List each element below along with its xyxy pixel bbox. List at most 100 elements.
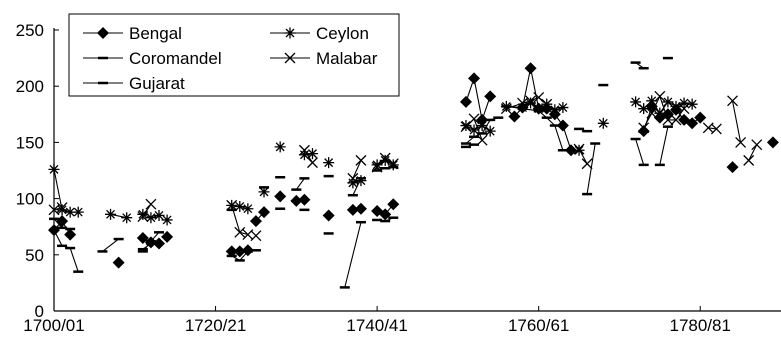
legend-label-ceylon: Ceylon	[316, 24, 369, 43]
ceylon-point	[48, 163, 60, 175]
ceylon-point	[468, 124, 480, 136]
ceylon-point	[105, 208, 117, 220]
malabar-point	[307, 157, 318, 169]
bengal-point	[346, 203, 359, 216]
coromandel-line	[352, 178, 362, 196]
ceylon-point	[484, 125, 496, 137]
gujarat-line	[344, 222, 362, 288]
legend-label-coromandel: Coromandel	[129, 49, 222, 68]
ceylon-point	[274, 141, 286, 153]
ceylon-point	[686, 98, 698, 110]
malabar-point	[56, 202, 68, 214]
ceylon-point	[678, 97, 690, 109]
gujarat-line	[659, 126, 669, 166]
malabar-point	[234, 226, 246, 238]
bengal-point	[686, 117, 699, 130]
ceylon-point	[597, 117, 609, 129]
bengal-point	[249, 215, 262, 228]
legend-malabar-point	[284, 52, 296, 64]
bengal-point	[468, 72, 481, 85]
malabar-point	[541, 98, 553, 110]
bengal-line	[465, 76, 491, 123]
ceylon-point	[137, 208, 149, 220]
bengal-point	[354, 202, 367, 215]
ceylon-point	[387, 159, 399, 171]
legend-item-malabar: Malabar	[270, 49, 378, 68]
malabar-point	[638, 122, 650, 134]
bengal-point	[136, 231, 149, 244]
ceylon-point	[525, 97, 537, 109]
x-tick-label: 1780/81	[669, 316, 730, 335]
ceylon-point	[355, 175, 367, 187]
malabar-point	[250, 230, 262, 242]
malabar-point	[500, 103, 512, 115]
ceylon-point	[298, 149, 310, 161]
legend-item-gujarat: Gujarat	[83, 74, 185, 93]
malabar-point	[710, 123, 722, 135]
gujarat-line	[586, 143, 596, 195]
series-malabar	[48, 90, 763, 242]
bengal-point	[556, 119, 569, 132]
ceylon-point	[145, 212, 157, 224]
ceylon-point	[306, 148, 318, 160]
malabar-point	[387, 158, 399, 170]
x-tick-label: 1720/21	[185, 316, 246, 335]
ceylon-point	[72, 206, 84, 218]
legend-label-bengal: Bengal	[129, 24, 182, 43]
malabar-line	[748, 144, 758, 161]
ceylon-point	[670, 100, 682, 112]
bengal-point	[64, 228, 77, 241]
malabar-point	[670, 114, 682, 126]
malabar-point	[517, 97, 528, 109]
ceylon-point	[121, 212, 133, 224]
bengal-point	[225, 245, 238, 258]
coromandel-line	[102, 238, 119, 252]
y-tick-label: 150	[16, 133, 44, 152]
malabar-point	[751, 139, 763, 151]
malabar-point	[468, 113, 480, 125]
legend: Bengal Ceylon Coromandel Malabar Gujarat	[68, 13, 400, 97]
coromandel-line	[295, 178, 305, 190]
ceylon-point	[56, 204, 68, 216]
ceylon-point	[476, 120, 488, 132]
legend-item-ceylon: Ceylon	[270, 24, 369, 43]
bengal-point	[387, 198, 400, 211]
bengal-point	[637, 125, 650, 138]
ceylon-point	[638, 103, 650, 115]
malabar-point	[347, 172, 359, 184]
x-tick-label: 1740/41	[346, 316, 407, 335]
ceylon-point	[630, 96, 642, 108]
bengal-point	[694, 111, 707, 124]
ceylon-line	[465, 124, 491, 132]
bengal-point	[233, 245, 246, 258]
legend-ceylon-point	[284, 27, 296, 39]
legend-item-coromandel: Coromandel	[83, 49, 222, 68]
ceylon-point	[64, 206, 76, 218]
series-coromandel	[49, 56, 673, 253]
ceylon-point	[323, 157, 335, 169]
bengal-point	[290, 194, 303, 207]
malabar-point	[355, 154, 367, 166]
bengal-point	[379, 208, 392, 221]
ceylon-point	[533, 103, 545, 115]
y-tick-label: 250	[16, 21, 44, 40]
bengal-point	[112, 256, 125, 269]
y-tick-label: 50	[25, 246, 44, 265]
legend-bengal-point	[97, 27, 109, 39]
malabar-point	[226, 199, 238, 211]
ceylon-point	[234, 200, 246, 212]
malabar-line	[578, 148, 588, 165]
y-tick-label: 200	[16, 77, 44, 96]
malabar-point	[678, 103, 690, 115]
ceylon-point	[379, 154, 391, 166]
bengal-point	[766, 136, 779, 149]
ceylon-point	[646, 95, 658, 107]
malabar-line	[731, 100, 742, 143]
bengal-point	[258, 206, 271, 219]
malabar-point	[654, 90, 666, 102]
bengal-point	[153, 237, 166, 250]
legend-label-malabar: Malabar	[316, 49, 378, 68]
axes: 0 50 100 150 200 250 1700/01 1720/21 1740/41 1760…	[16, 21, 781, 335]
bengal-point	[726, 161, 739, 174]
series-ceylon	[48, 95, 698, 226]
